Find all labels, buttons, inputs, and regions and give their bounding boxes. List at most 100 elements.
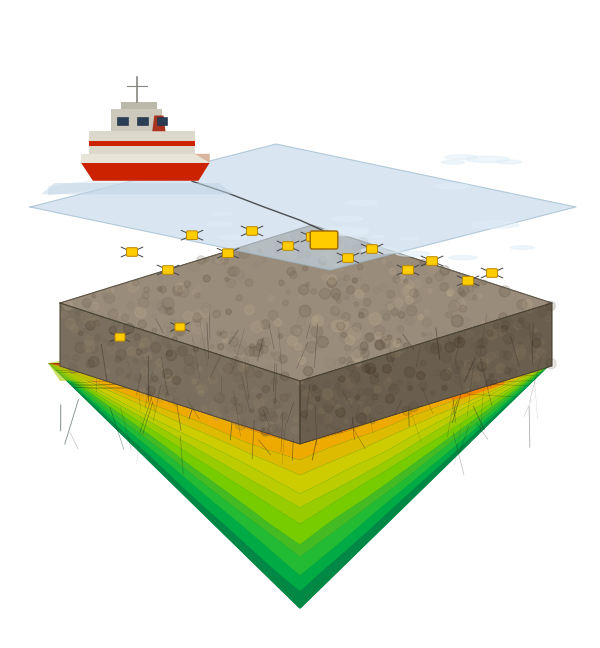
Circle shape	[167, 307, 175, 315]
Circle shape	[326, 424, 332, 430]
Circle shape	[236, 271, 245, 280]
Circle shape	[141, 389, 148, 397]
Circle shape	[212, 255, 222, 265]
Circle shape	[357, 264, 363, 270]
Circle shape	[245, 347, 254, 356]
Circle shape	[518, 318, 524, 323]
Circle shape	[224, 406, 231, 413]
Circle shape	[369, 313, 381, 325]
Circle shape	[337, 377, 340, 380]
Circle shape	[476, 346, 486, 356]
Circle shape	[530, 332, 535, 337]
Polygon shape	[81, 154, 210, 163]
Circle shape	[404, 367, 415, 377]
Circle shape	[477, 376, 485, 386]
Circle shape	[197, 256, 205, 264]
Circle shape	[306, 377, 310, 381]
Polygon shape	[48, 363, 552, 556]
Circle shape	[516, 349, 526, 360]
Circle shape	[328, 400, 334, 407]
Circle shape	[502, 321, 509, 329]
Polygon shape	[48, 363, 552, 544]
Circle shape	[154, 391, 165, 402]
Circle shape	[209, 343, 214, 349]
Polygon shape	[48, 363, 552, 609]
Polygon shape	[48, 363, 552, 395]
Circle shape	[166, 394, 175, 402]
Polygon shape	[48, 363, 552, 382]
Circle shape	[408, 386, 412, 391]
Circle shape	[297, 317, 306, 326]
Circle shape	[352, 278, 357, 283]
Circle shape	[193, 346, 199, 352]
Circle shape	[257, 394, 262, 399]
Circle shape	[230, 415, 240, 424]
Circle shape	[440, 266, 449, 275]
Circle shape	[380, 310, 389, 319]
Circle shape	[291, 230, 302, 242]
Circle shape	[461, 364, 472, 375]
Circle shape	[261, 338, 271, 347]
Circle shape	[184, 281, 191, 288]
Circle shape	[260, 415, 266, 421]
Circle shape	[516, 320, 524, 328]
Circle shape	[318, 257, 327, 265]
Circle shape	[162, 297, 174, 310]
Circle shape	[403, 343, 409, 348]
Circle shape	[344, 275, 349, 281]
Circle shape	[511, 329, 515, 333]
Ellipse shape	[445, 155, 478, 159]
Circle shape	[278, 430, 286, 437]
Circle shape	[184, 365, 194, 375]
Circle shape	[175, 283, 184, 292]
Circle shape	[357, 277, 361, 281]
FancyBboxPatch shape	[427, 257, 437, 265]
Circle shape	[323, 243, 333, 253]
Circle shape	[184, 355, 194, 365]
Circle shape	[170, 319, 176, 326]
Circle shape	[365, 388, 373, 396]
Circle shape	[406, 305, 417, 316]
Circle shape	[337, 313, 342, 318]
Circle shape	[228, 410, 237, 419]
Circle shape	[236, 403, 247, 414]
Circle shape	[397, 339, 401, 343]
Circle shape	[538, 308, 547, 317]
Circle shape	[301, 416, 307, 421]
Circle shape	[345, 378, 355, 388]
Circle shape	[305, 251, 311, 257]
Circle shape	[198, 367, 202, 371]
Circle shape	[139, 338, 148, 347]
Circle shape	[233, 406, 241, 413]
Circle shape	[308, 405, 313, 410]
FancyBboxPatch shape	[367, 245, 377, 253]
Polygon shape	[48, 363, 552, 427]
Polygon shape	[48, 363, 552, 444]
Circle shape	[366, 333, 374, 341]
Circle shape	[344, 345, 351, 351]
Circle shape	[222, 334, 230, 343]
Circle shape	[199, 391, 204, 396]
Circle shape	[406, 317, 415, 325]
Circle shape	[151, 299, 162, 310]
Circle shape	[403, 286, 413, 297]
Circle shape	[388, 304, 393, 309]
Circle shape	[464, 380, 473, 389]
Circle shape	[86, 321, 95, 330]
Circle shape	[226, 345, 236, 354]
Circle shape	[342, 312, 350, 321]
Circle shape	[402, 406, 411, 415]
Circle shape	[257, 340, 264, 346]
Circle shape	[447, 369, 451, 373]
Circle shape	[546, 301, 556, 310]
Circle shape	[221, 331, 227, 338]
Circle shape	[172, 377, 176, 382]
Circle shape	[193, 310, 202, 319]
Circle shape	[339, 357, 346, 364]
Circle shape	[352, 323, 361, 332]
Circle shape	[419, 382, 427, 389]
Circle shape	[158, 277, 163, 281]
Circle shape	[179, 329, 185, 334]
Circle shape	[482, 280, 487, 285]
Circle shape	[107, 345, 115, 353]
